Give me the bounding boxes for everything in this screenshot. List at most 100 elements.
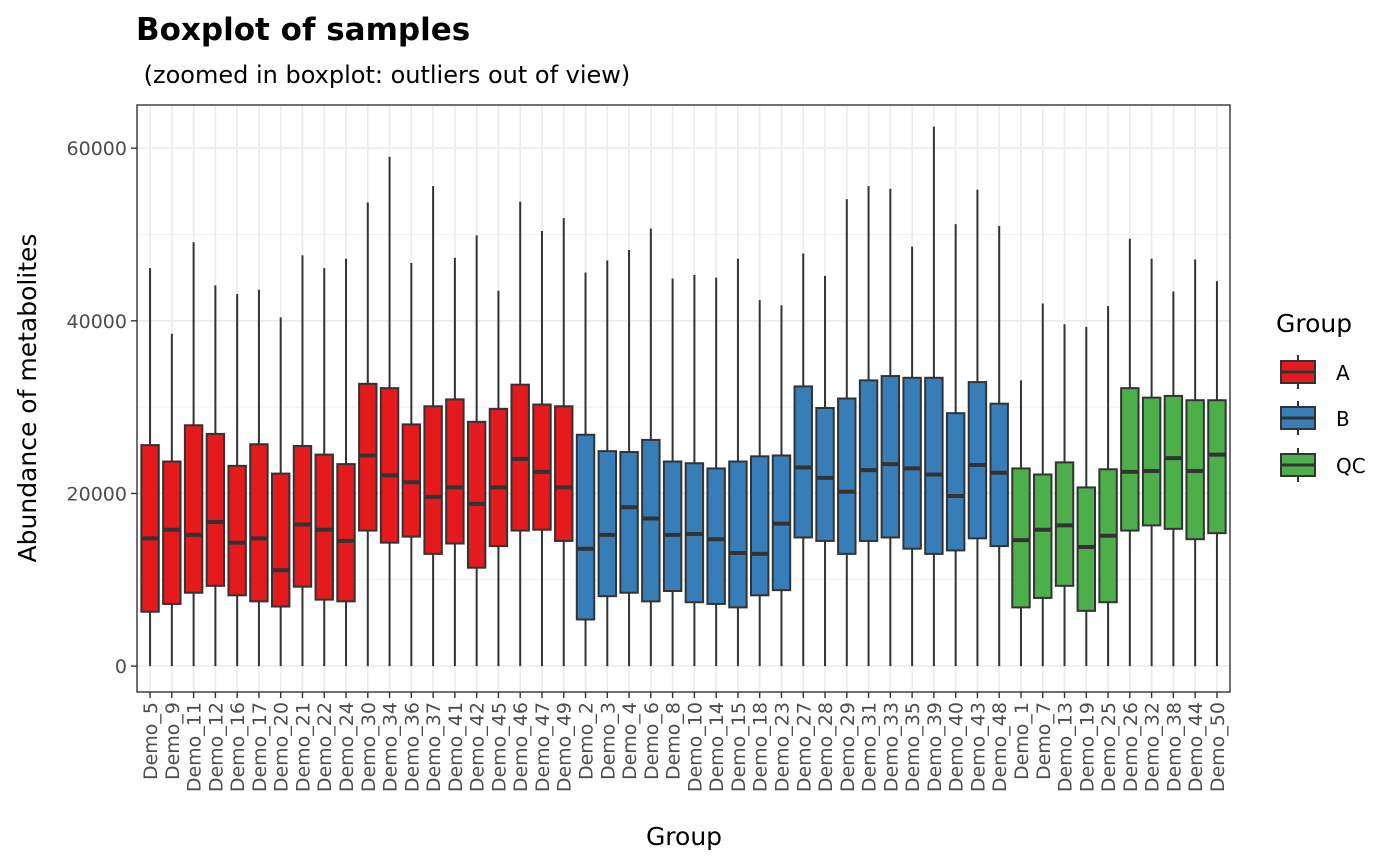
- box-demo-44: [1185, 259, 1205, 667]
- y-tick-label: 60000: [67, 138, 127, 160]
- box-demo-43: [967, 189, 988, 667]
- box-demo-21: [292, 255, 313, 667]
- x-tick-label: Demo_36: [401, 702, 423, 792]
- box-body: [227, 464, 247, 597]
- legend-entry-a: A: [1280, 355, 1350, 389]
- box-demo-40: [945, 224, 966, 667]
- box-demo-10: [684, 275, 705, 667]
- x-tick-label: Demo_1: [1011, 702, 1033, 780]
- box-demo-13: [1054, 324, 1075, 667]
- x-tick-label: Demo_7: [1033, 702, 1055, 780]
- x-tick-label: Demo_20: [271, 702, 293, 792]
- x-tick-label: Demo_26: [1120, 702, 1142, 792]
- box-body: [706, 467, 726, 605]
- box-body: [728, 460, 748, 609]
- legend-label: A: [1336, 361, 1350, 385]
- y-axis: 0 20000 40000 60000: [67, 138, 137, 678]
- x-tick-label: Demo_29: [837, 702, 859, 792]
- x-tick-label: Demo_12: [205, 702, 227, 792]
- box-demo-22: [314, 268, 334, 667]
- y-tick-label: 0: [115, 656, 127, 678]
- box-demo-23: [771, 305, 792, 667]
- box-body: [1120, 387, 1140, 532]
- box-body: [597, 450, 618, 598]
- box-demo-19: [1076, 326, 1097, 667]
- x-tick-label: Demo_47: [532, 702, 554, 792]
- box-demo-2: [575, 272, 596, 667]
- box-demo-15: [728, 258, 748, 667]
- box-body: [793, 385, 813, 539]
- box-demo-12: [205, 285, 226, 667]
- x-tick-label: Demo_49: [554, 702, 576, 792]
- chart-title: Boxplot of samples: [136, 12, 470, 48]
- y-axis-title: Abundance of metabolites: [13, 234, 42, 563]
- box-demo-24: [336, 258, 356, 667]
- box-demo-34: [379, 156, 400, 667]
- box-demo-14: [706, 277, 726, 667]
- x-tick-label: Demo_3: [597, 702, 619, 780]
- x-tick-label: Demo_2: [576, 702, 598, 780]
- legend: Group AB QC: [1276, 309, 1366, 482]
- x-tick-label: Demo_27: [793, 702, 815, 792]
- box-body: [1076, 486, 1097, 612]
- x-tick-label: Demo_13: [1055, 702, 1077, 792]
- box-body: [379, 387, 400, 544]
- box-body: [532, 403, 552, 531]
- box-body: [880, 375, 901, 539]
- box-demo-5: [140, 268, 160, 667]
- x-tick-label: Demo_44: [1185, 702, 1207, 792]
- x-tick-label: Demo_19: [1076, 702, 1098, 792]
- box-demo-11: [183, 242, 204, 667]
- x-tick-label: Demo_34: [380, 702, 402, 792]
- box-demo-18: [749, 300, 770, 667]
- x-tick-label: Demo_8: [663, 702, 685, 780]
- x-tick-label: Demo_32: [1142, 702, 1164, 792]
- legend-title: Group: [1276, 309, 1352, 338]
- box-demo-50: [1207, 281, 1227, 667]
- box-body: [662, 460, 683, 593]
- box-body: [292, 444, 313, 588]
- x-tick-label: Demo_40: [946, 702, 968, 792]
- box-demo-20: [270, 317, 291, 667]
- x-tick-label: Demo_17: [249, 702, 271, 792]
- box-body: [989, 402, 1009, 548]
- x-tick-label: Demo_39: [924, 702, 946, 792]
- x-tick-label: Demo_33: [880, 702, 902, 792]
- box-demo-33: [880, 188, 901, 667]
- x-tick-label: Demo_50: [1207, 702, 1229, 792]
- x-tick-label: Demo_5: [140, 702, 162, 780]
- box-body: [554, 405, 574, 542]
- box-body: [336, 463, 356, 603]
- box-demo-25: [1098, 306, 1118, 667]
- x-tick-label: Demo_18: [750, 702, 772, 792]
- box-demo-7: [1033, 303, 1053, 667]
- box-demo-37: [423, 186, 443, 667]
- box-body: [1163, 394, 1184, 530]
- box-body: [270, 472, 291, 608]
- x-tick-label: Demo_35: [902, 702, 924, 792]
- box-body: [1141, 396, 1162, 527]
- box-demo-39: [924, 126, 944, 667]
- legend-label: B: [1336, 407, 1350, 431]
- x-tick-label: Demo_24: [336, 702, 358, 792]
- legend-label: QC: [1336, 454, 1366, 478]
- box-demo-3: [597, 260, 618, 667]
- x-tick-label: Demo_10: [684, 702, 706, 792]
- x-axis: Demo_5 Demo_9 Demo_11 Demo_12 Demo_16 Demo_17…: [140, 692, 1229, 792]
- box-body: [1011, 467, 1031, 609]
- box-demo-28: [815, 275, 835, 667]
- box-body: [140, 444, 160, 613]
- x-tick-label: Demo_11: [184, 702, 206, 792]
- box-demo-16: [227, 294, 247, 667]
- panel-border: [136, 104, 1231, 693]
- box-body: [205, 432, 226, 587]
- box-body: [162, 460, 182, 605]
- x-tick-label: Demo_28: [815, 702, 837, 792]
- box-demo-35: [902, 246, 922, 667]
- box-demo-32: [1141, 258, 1162, 667]
- box-body: [314, 453, 334, 601]
- x-tick-label: Demo_15: [728, 702, 750, 792]
- x-tick-label: Demo_14: [706, 702, 728, 792]
- box-body: [619, 451, 639, 594]
- box-body: [1033, 473, 1053, 599]
